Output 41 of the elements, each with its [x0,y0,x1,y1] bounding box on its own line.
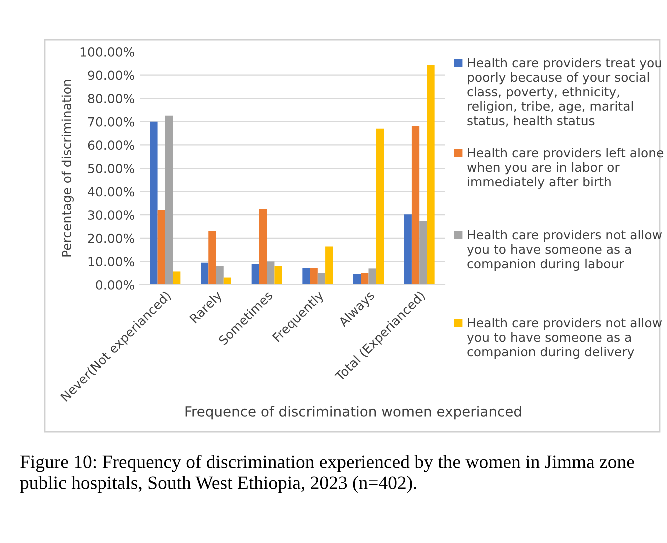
bar [252,264,260,285]
legend-label: Health care providers left alone when you are in labor or immediately after birth [468,148,664,190]
y-tick-label: 20.00% [88,234,134,244]
bar [318,273,326,285]
bar [259,209,268,285]
y-tick-label: 30.00% [88,210,134,220]
bar [208,230,216,285]
y-tick-label: 80.00% [88,94,134,104]
bar [201,262,209,285]
bar [165,116,174,285]
bar [420,221,428,285]
bar [267,262,275,285]
bar [354,274,362,285]
bar [274,266,282,285]
y-tick-label: 0.00% [96,280,134,290]
bar [404,214,412,285]
bar [326,246,334,285]
y-tick-label: 70.00% [88,117,134,127]
caption: Figure 10: Frequency of discrimination experienced by the women in Jimma zone public hospitals, South West Ethiopia, 2023 (n=402). [20,455,634,494]
y-tick-label: 60.00% [88,140,134,150]
legend-label: Health care providers treat you poorly because of your social class, poverty, ethnicity, religion, tribe, age, marital status, health status [468,58,662,127]
bar [302,268,310,285]
y-tick-label: 40.00% [88,187,134,197]
legend-label: Health care providers not allow you to have someone as a companion during labour [467,230,662,272]
bar [158,210,166,285]
y-tick-label: 90.00% [88,70,134,80]
y-axis-title: Percentage of discrimination [62,80,74,257]
x-axis-title: Frequence of discrimination women experianced [186,406,522,420]
bar [216,266,224,285]
bar [376,128,384,285]
y-tick-label: 100.00% [80,47,134,57]
bar [427,65,435,285]
bar [412,126,420,285]
bar [310,268,318,285]
y-tick-label: 50.00% [88,164,134,174]
y-tick-label: 10.00% [88,257,134,267]
legend-label: Health care providers not allow you to have someone as a companion during delivery [467,318,662,360]
bar [150,122,158,285]
bar [361,273,369,285]
bar [173,272,181,285]
bar [368,268,376,285]
